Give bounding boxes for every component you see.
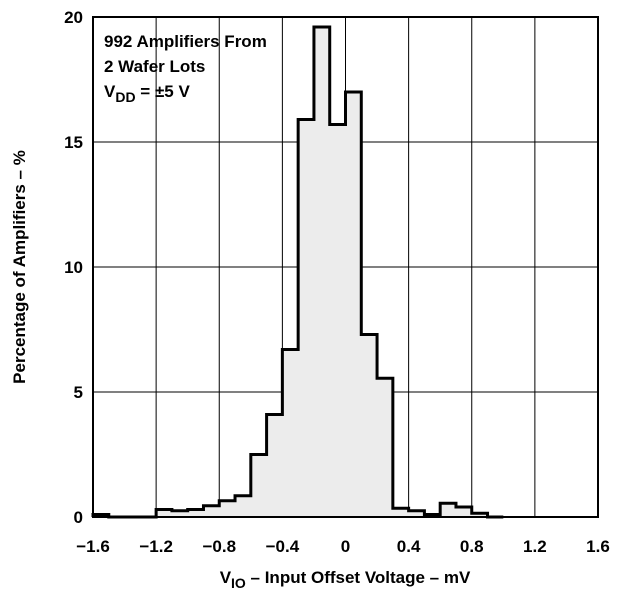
x-tick-label: 0.8 — [460, 537, 484, 556]
x-tick-labels: −1.6 −1.2 −0.8 −0.4 0 0.4 0.8 1.2 1.6 — [76, 537, 610, 556]
plot-frame — [92, 16, 599, 518]
x-tick-label: −0.8 — [202, 537, 236, 556]
annotation-symbol: V — [104, 82, 116, 101]
y-tick-label: 0 — [74, 508, 83, 527]
x-axis-title: VIO – Input Offset Voltage – mV — [220, 568, 471, 591]
histogram-outline — [91, 25, 504, 519]
y-tick-label: 20 — [64, 8, 83, 27]
annotation-line-2: 2 Wafer Lots — [104, 57, 205, 76]
x-axis-title-symbol: V — [220, 568, 232, 587]
annotation-line-3: VDD = ±5 V — [104, 82, 190, 105]
x-tick-label: −1.2 — [139, 537, 173, 556]
y-axis-title: Percentage of Amplifiers – % — [10, 150, 29, 384]
x-tick-label: 0.4 — [397, 537, 421, 556]
chart-annotation: 992 Amplifiers From 2 Wafer Lots VDD = ±… — [104, 32, 267, 105]
y-tick-labels: 0 5 10 15 20 — [64, 8, 83, 527]
x-axis-title-subscript: IO — [231, 575, 246, 591]
y-tick-label: 10 — [64, 258, 83, 277]
x-tick-label: 1.2 — [523, 537, 547, 556]
x-tick-label: 0 — [341, 537, 350, 556]
x-tick-label: −0.4 — [266, 537, 300, 556]
y-tick-label: 15 — [64, 133, 83, 152]
y-tick-label: 5 — [74, 383, 83, 402]
x-axis-title-text: – Input Offset Voltage – mV — [246, 568, 471, 587]
annotation-rest: = ±5 V — [136, 82, 191, 101]
x-tick-label: −1.6 — [76, 537, 110, 556]
x-tick-label: 1.6 — [586, 537, 610, 556]
annotation-subscript: DD — [115, 89, 135, 105]
annotation-line-1: 992 Amplifiers From — [104, 32, 267, 51]
